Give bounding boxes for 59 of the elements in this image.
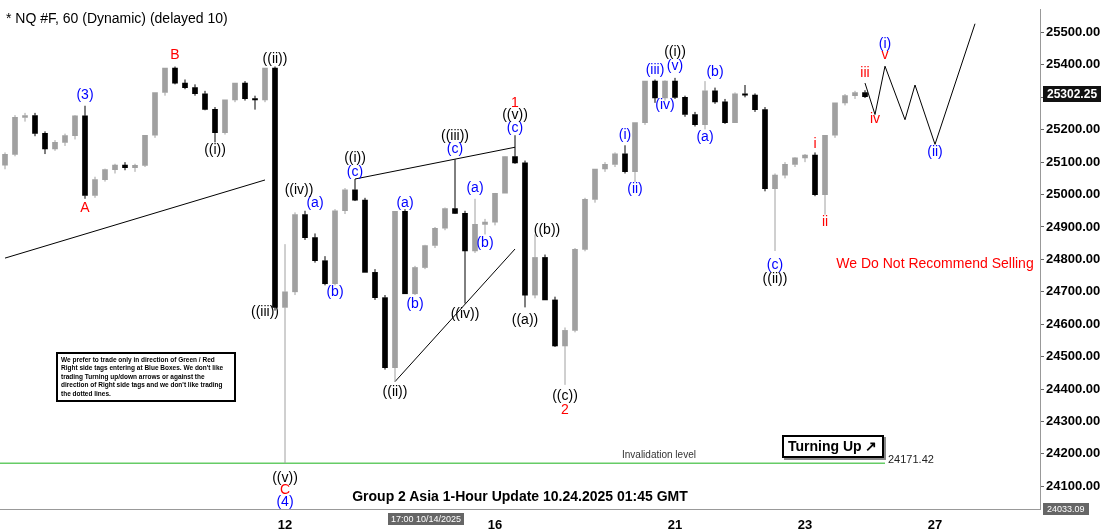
y-tick-label: 24400.00 [1046, 380, 1101, 396]
annotation: A [80, 198, 91, 215]
annotation: 2 [561, 400, 570, 417]
annotation: ((b)) [533, 220, 561, 237]
annotation: ((c)) [552, 386, 578, 403]
annotation: (ii) [927, 142, 943, 159]
x-axis-title: Group 2 Asia 1-Hour Update 10.24.2025 01:45 GMT [352, 487, 689, 504]
text: 24033.09 [1043, 503, 1089, 515]
annotation: We Do Not Recommend Selling [836, 254, 1034, 271]
annotation: iii [860, 63, 870, 80]
x-tick-label: 23 [797, 517, 813, 531]
x-tick-label: 21 [667, 517, 683, 531]
y-tick-label: 24600.00 [1046, 315, 1101, 331]
x-tick-label: 16 [487, 517, 503, 531]
y-tick-label: 25200.00 [1046, 121, 1101, 137]
y-tick-label: 24300.00 [1046, 413, 1101, 429]
y-tick-label: 24500.00 [1046, 348, 1101, 364]
annotation: (c) [766, 255, 784, 272]
annotation: ((a)) [511, 310, 539, 327]
ref-line-label: 24171.42 [888, 453, 934, 466]
annotation: (iv) [655, 95, 675, 112]
annotation: i [813, 134, 817, 151]
annotation: (a) [696, 127, 714, 144]
annotation: (iii) [645, 60, 665, 77]
annotation: ((i)) [204, 140, 226, 157]
annotation: ((i)) [344, 148, 366, 165]
annotation: (a) [396, 193, 414, 210]
annotation: (b) [706, 62, 724, 79]
annotation: B [170, 45, 180, 62]
text: 17:00 10/14/2025 [388, 513, 465, 525]
annotation: ((ii)) [262, 49, 288, 66]
y-tick-label: 24900.00 [1046, 218, 1101, 234]
annotation: ((iii)) [251, 302, 279, 319]
text: 25302.25 [1043, 86, 1102, 102]
annotation: ii [821, 212, 829, 229]
annotation: Turning Up ↗ [782, 435, 884, 459]
annotation: ((ii)) [382, 382, 408, 399]
annotation: 1 [511, 93, 520, 110]
y-tick-label: 24800.00 [1046, 250, 1101, 266]
annotation: (a) [466, 178, 484, 195]
chart-title: * NQ #F, 60 (Dynamic) (delayed 10) [6, 9, 228, 26]
y-tick-label: 25500.00 [1046, 24, 1101, 40]
annotation: ((i)) [664, 42, 686, 59]
x-tick-label: 27 [927, 517, 943, 531]
annotation: Invalidation level [622, 449, 696, 460]
y-tick-label: 24700.00 [1046, 283, 1101, 299]
annotation: (b) [326, 282, 344, 299]
y-tick-label: 24100.00 [1046, 477, 1101, 493]
annotation: iv [869, 109, 881, 126]
annotation: (b) [406, 294, 424, 311]
annotation: (b) [476, 233, 494, 250]
annotation: (ii) [627, 179, 643, 196]
annotation: (3) [76, 85, 94, 102]
x-tick-label: 12 [277, 517, 293, 531]
y-tick-label: 25400.00 [1046, 56, 1101, 72]
y-tick-label: 25000.00 [1046, 186, 1101, 202]
annotation: (i) [618, 125, 632, 142]
y-tick-label: 24200.00 [1046, 445, 1101, 461]
y-tick-label: 25100.00 [1046, 153, 1101, 169]
